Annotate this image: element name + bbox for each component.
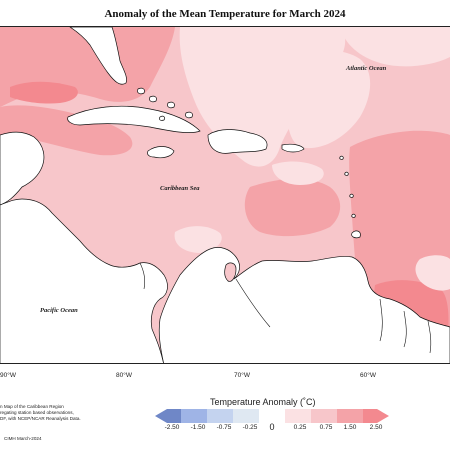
label-pacific-ocean: Pacific Ocean [40,307,78,314]
border-panama [139,262,146,290]
land-lesser-antilles-4 [351,213,356,218]
lon-tick-80w: 80°W [116,372,132,379]
map-title: Anomaly of the Mean Temperature for Marc… [104,8,346,20]
land-bahamas-5 [159,115,165,121]
legend-swatch-4 [259,409,285,423]
anomaly-zone-mild-south-east [415,255,450,291]
lon-tick-70w: 70°W [234,372,250,379]
anomaly-zone-mild-near-colombia [174,226,222,253]
anomaly-zone-warm-gulf-east [0,105,133,156]
anomaly-zone-hot-gulf [10,81,78,104]
legend-swatch-2 [207,409,233,423]
legend-swatch-1 [181,409,207,423]
border-guyana [379,298,383,342]
legend-title: Temperature Anomaly (˚C) [210,397,316,407]
land-bahamas-3 [167,101,175,109]
legend-swatch-7 [337,409,363,423]
land-bahamas-1 [137,87,145,95]
legend-tick-3: -0.25 [242,424,258,431]
land-lesser-antilles-3 [349,193,354,198]
border-french-guiana [427,320,432,354]
legend-tick-2: -0.75 [216,424,232,431]
legend-swatch-8 [363,409,389,423]
legend-swatch-6 [311,409,337,423]
legend-tick-6: 0.75 [319,424,333,431]
land-florida [69,27,127,85]
credit-line-4: CIMH March-2024 [4,436,42,441]
anomaly-zone-mild-atlantic-east [287,50,371,149]
legend-swatch-0 [155,409,181,423]
legend-colorbar [155,409,389,423]
land-cuba [67,105,201,133]
legend-tick-7: 1.50 [343,424,357,431]
lon-tick-90w: 90°W [0,372,16,379]
land-bahamas-4 [185,111,193,119]
legend-tick-4: 0 [269,422,275,432]
land-mexico-yucatan [0,131,45,206]
anomaly-zone-mild-northeast [340,27,450,67]
anomaly-map: Atlantic Ocean Caribbean Sea Pacific Oce… [0,26,450,364]
lake-maracaibo [224,262,237,282]
land-puerto-rico [281,143,305,153]
anomaly-zone-mild-hispaniola-south [272,161,324,185]
legend-tick-5: 0.25 [293,424,307,431]
anomaly-zone-warm-central [244,178,341,237]
legend-tick-1: -1.50 [190,424,206,431]
credit-line-3: DF, with NCEP/NCAR Reanalysis Data. [0,416,81,421]
land-bahamas-2 [149,95,157,103]
land-lesser-antilles-1 [339,155,344,160]
legend-swatch-5 [285,409,311,423]
land-lesser-antilles-2 [344,171,349,176]
land-jamaica [147,146,175,159]
land-trinidad [351,230,361,239]
border-suriname [403,310,407,348]
legend-tick-8: 2.50 [369,424,383,431]
credit-line-2: regating station based observations, [0,410,74,415]
label-atlantic-ocean: Atlantic Ocean [346,65,387,72]
lon-tick-60w: 60°W [360,372,376,379]
border-colombia-venezuela [235,278,271,328]
legend-swatch-3 [233,409,259,423]
label-caribbean-sea: Caribbean Sea [160,185,200,192]
land-central-america [0,198,168,363]
legend-tick-0: -2.50 [164,424,180,431]
credit-line-1: n Map of the Caribbean Region [0,404,64,409]
land-hispaniola [207,129,268,154]
